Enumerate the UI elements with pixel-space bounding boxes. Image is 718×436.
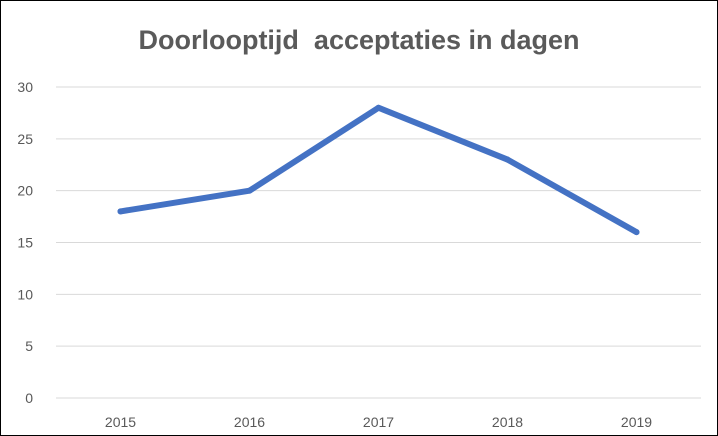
- y-tick-label-0: 0: [25, 390, 33, 406]
- x-tick-label-2017: 2017: [363, 414, 394, 430]
- data-point-2019: [633, 229, 640, 236]
- y-tick-label-20: 20: [17, 183, 33, 199]
- y-tick-label-30: 30: [17, 79, 33, 95]
- series-line-0: [117, 104, 640, 236]
- y-tick-label-5: 5: [25, 338, 33, 354]
- x-tick-label-2015: 2015: [105, 414, 136, 430]
- x-tick-label-2018: 2018: [492, 414, 523, 430]
- data-point-2015: [117, 208, 124, 215]
- y-tick-label-25: 25: [17, 131, 33, 147]
- data-point-2017: [375, 104, 382, 111]
- y-tick-label-10: 10: [17, 286, 33, 302]
- x-tick-label-2019: 2019: [621, 414, 652, 430]
- data-point-2018: [504, 156, 511, 163]
- x-tick-label-2016: 2016: [234, 414, 265, 430]
- data-point-2016: [246, 187, 253, 194]
- y-tick-label-15: 15: [17, 235, 33, 251]
- chart-title: Doorlooptijd acceptaties in dagen: [138, 25, 580, 55]
